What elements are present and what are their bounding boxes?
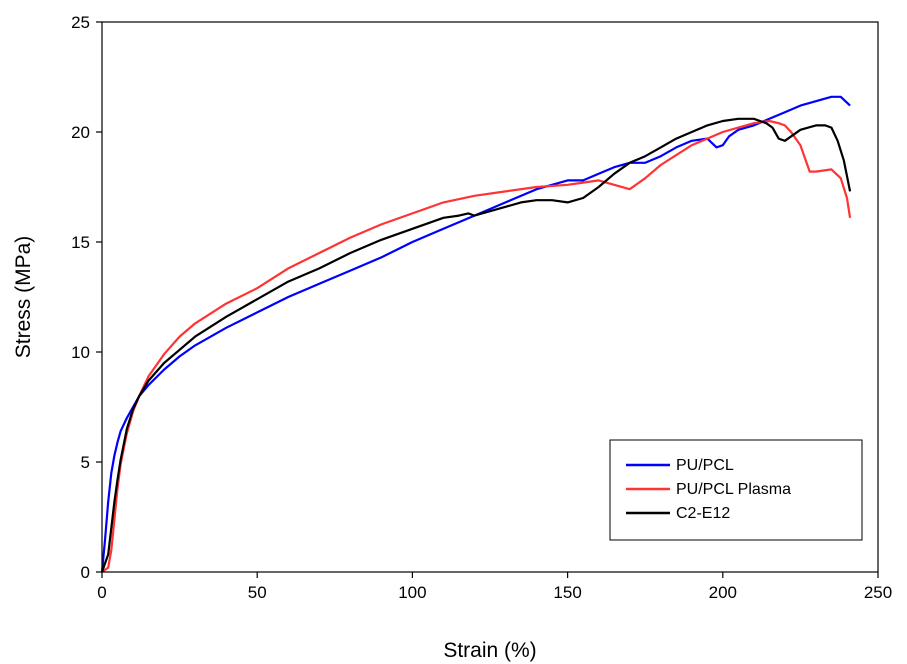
y-axis-ticks: 0 5 10 15 20 25 (71, 13, 102, 582)
x-tick-label: 50 (248, 583, 267, 602)
x-tick-label: 150 (553, 583, 581, 602)
plot-area (100, 95, 852, 573)
legend-items: PU/PCL PU/PCL Plasma C2-E12 (626, 457, 791, 522)
legend-label: PU/PCL (676, 457, 734, 474)
legend-label: C2-E12 (676, 505, 730, 522)
series-line-pu-pcl (100, 95, 851, 573)
x-tick-label: 250 (864, 583, 892, 602)
y-tick-label: 0 (81, 563, 90, 582)
legend: PU/PCL PU/PCL Plasma C2-E12 (609, 439, 863, 541)
x-axis-ticks: 0 50 100 150 200 250 (97, 572, 892, 602)
legend-label: PU/PCL Plasma (676, 481, 791, 498)
y-tick-label: 20 (71, 123, 90, 142)
y-axis-label: Stress (MPa) (12, 236, 35, 359)
y-tick-label: 15 (71, 233, 90, 252)
series-line-c2-e12 (100, 117, 852, 573)
x-axis-label: Strain (%) (443, 639, 536, 662)
x-tick-label: 200 (709, 583, 737, 602)
y-tick-label: 10 (71, 343, 90, 362)
y-tick-label: 25 (71, 13, 90, 32)
plot-frame (101, 21, 879, 573)
x-tick-label: 0 (97, 583, 106, 602)
y-tick-label: 5 (81, 453, 90, 472)
x-tick-label: 100 (398, 583, 426, 602)
